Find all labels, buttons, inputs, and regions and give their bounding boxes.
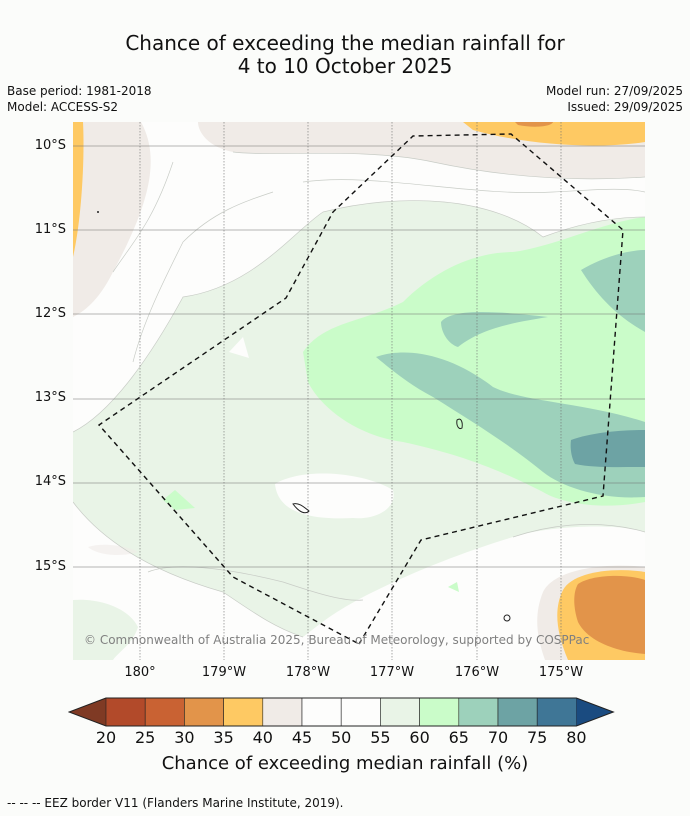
colorbar-extend-low: [69, 698, 106, 726]
lat-label-12s: 12°S: [34, 306, 66, 321]
model-run: Model run: 27/09/2025: [545, 84, 683, 98]
colorbar-cell: [144, 697, 185, 727]
band-50-55-patch: [229, 337, 249, 358]
rainfall-map: [73, 122, 645, 660]
lon-label-175w: 175°W: [538, 665, 584, 680]
colorbar-tick-label: 45: [291, 728, 313, 747]
colorbar-tick-label: 60: [409, 728, 430, 747]
colorbar-tick-label: 40: [252, 728, 273, 747]
band-30-35-north: [515, 122, 553, 127]
band-65-70-east: [581, 250, 645, 332]
island-small: [503, 614, 511, 622]
lat-label-13s: 13°S: [34, 390, 66, 405]
colorbar-cell: [184, 697, 224, 727]
colorbar-tick-label: 55: [370, 728, 391, 747]
issued-date: Issued: 29/09/2025: [567, 100, 683, 114]
colorbar-cell: [105, 697, 146, 727]
band-55-60-southwest: [73, 599, 138, 660]
lon-label-177w: 177°W: [369, 665, 415, 680]
contour-lines: [73, 151, 645, 638]
model-name: Model: ACCESS-S2: [7, 100, 119, 114]
island-tiny: [97, 211, 99, 213]
band-40-45-northwest: [73, 122, 151, 317]
gridlines: [73, 122, 645, 660]
eez-legend: -- -- -- EEZ border V11 (Flanders Marine…: [7, 796, 344, 810]
colorbar-tick-label: 70: [487, 728, 509, 747]
band-60-65-patch: [163, 490, 195, 510]
colorbar-cell: [380, 697, 420, 727]
colorbar: [68, 697, 615, 727]
colorbar-tick-label: 30: [174, 728, 195, 747]
colorbar-tick-label: 35: [213, 728, 234, 747]
colorbar-tick-label: 65: [448, 728, 469, 747]
lon-label-176w: 176°W: [454, 665, 500, 680]
band-30-35-southeast: [574, 575, 645, 654]
lat-label-11s: 11°S: [34, 222, 66, 237]
lat-label-14s: 14°S: [34, 474, 66, 489]
meta-left: Base period: 1981-2018 Model: ACCESS-S2: [7, 83, 152, 115]
band-70-75: [570, 430, 645, 468]
colorbar-tick-label: 20: [95, 728, 117, 747]
island-center: [456, 418, 463, 429]
colorbar-cell: [536, 697, 577, 727]
island-large: [292, 503, 310, 514]
colorbar-cell: [497, 697, 538, 727]
map-title-line2: 4 to 10 October 2025: [237, 54, 453, 78]
colorbar-cell: [223, 697, 264, 727]
lat-label-15s: 15°S: [34, 559, 66, 574]
lat-label-10s: 10°S: [34, 138, 66, 153]
band-45-50-sliver: [88, 544, 138, 555]
colorbar-tick-label: 75: [527, 728, 548, 747]
band-65-70-upper: [441, 312, 548, 347]
colorbar-tick-label: 50: [331, 728, 352, 747]
colorbar-title: Chance of exceeding median rainfall (%): [161, 753, 529, 774]
lon-label-179w: 179°W: [201, 665, 247, 680]
colorbar-cell: [340, 697, 381, 727]
colorbar-tick-label: 80: [566, 728, 587, 747]
lon-label-180: 180°: [124, 665, 156, 680]
copyright-notice: © Commonwealth of Australia 2025, Bureau…: [84, 633, 590, 647]
lon-label-178w: 178°W: [285, 665, 331, 680]
band-35-40-northwest: [73, 122, 84, 257]
colorbar-cell: [419, 697, 460, 727]
colorbar-extend-high: [576, 698, 614, 726]
map-title-line1: Chance of exceeding the median rainfall …: [125, 31, 565, 55]
colorbar-tick-label: 25: [135, 728, 156, 747]
colorbar-cell: [262, 697, 303, 727]
band-60-65-dot: [448, 582, 459, 592]
colorbar-cell: [458, 697, 499, 727]
meta-right: Model run: 27/09/2025 Issued: 29/09/2025: [546, 83, 683, 115]
band-35-40-north: [463, 122, 645, 146]
colorbar-cell: [301, 697, 342, 727]
base-period: Base period: 1981-2018: [7, 84, 152, 98]
eez-border: [97, 133, 624, 645]
